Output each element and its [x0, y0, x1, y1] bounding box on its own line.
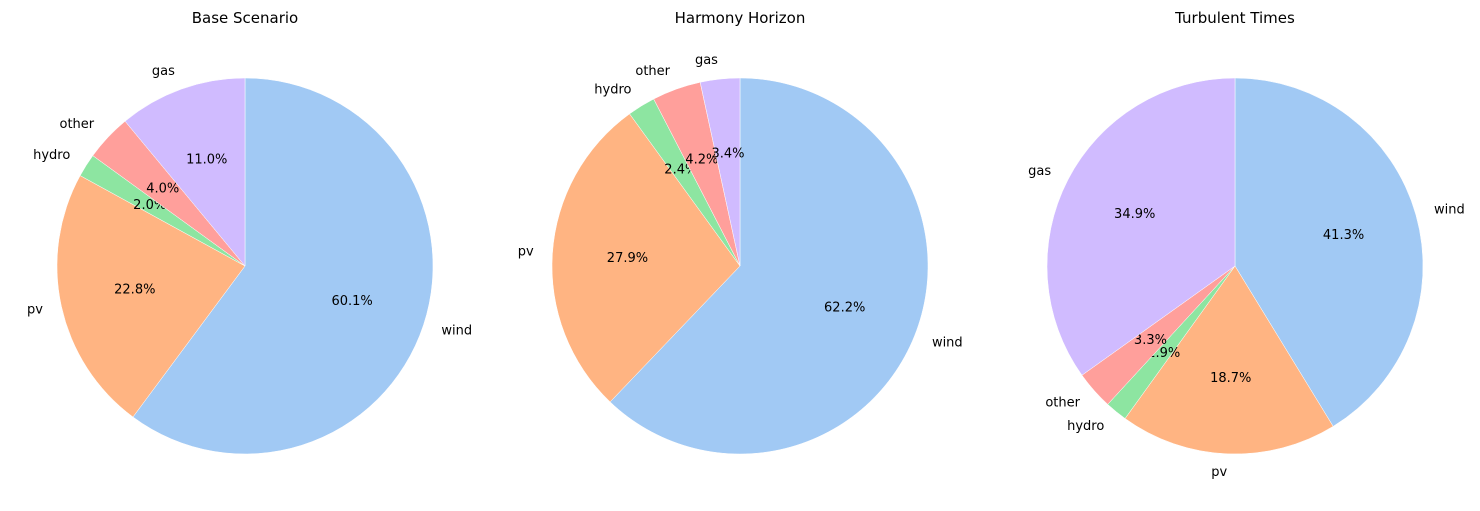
slice-percent-gas: 11.0%	[186, 152, 227, 167]
slice-label-wind: wind	[1434, 202, 1465, 217]
pie-slice-pv	[551, 113, 741, 403]
slice-label-wind: wind	[932, 335, 963, 350]
slice-percent-gas: 34.9%	[1114, 207, 1155, 222]
slice-label-other: other	[635, 64, 670, 79]
chart-title: Turbulent Times	[1174, 9, 1295, 27]
slice-percent-pv: 18.7%	[1210, 371, 1251, 386]
pie-slice-wind	[132, 77, 434, 455]
slice-label-hydro: hydro	[33, 148, 70, 163]
slice-label-pv: pv	[1211, 465, 1227, 480]
slice-label-pv: pv	[27, 303, 43, 318]
slice-percent-other: 4.2%	[685, 152, 718, 167]
chart-title: Harmony Horizon	[675, 9, 806, 27]
slice-label-pv: pv	[518, 245, 534, 260]
slice-percent-other: 3.3%	[1134, 333, 1167, 348]
slice-label-other: other	[59, 117, 94, 132]
pie-slice-gas	[1046, 77, 1236, 376]
slice-percent-pv: 27.9%	[607, 251, 648, 266]
slice-label-hydro: hydro	[594, 82, 631, 97]
chart-title: Base Scenario	[192, 9, 299, 27]
pie-chart-turbulent-times: Turbulent Times wind41.3%pv18.7%hydro1.9…	[1028, 9, 1465, 480]
pie-chart-base-scenario: Base Scenario wind60.1%pv22.8%hydro2.0%o…	[27, 9, 472, 455]
slice-label-wind: wind	[441, 323, 472, 338]
slice-label-other: other	[1045, 395, 1080, 410]
slice-percent-wind: 60.1%	[331, 294, 372, 309]
pie-slice-gas	[699, 77, 741, 267]
slice-percent-wind: 41.3%	[1323, 228, 1364, 243]
slice-percent-gas: 3.4%	[711, 146, 744, 161]
slice-percent-other: 4.0%	[146, 181, 179, 196]
slice-label-gas: gas	[1028, 164, 1051, 179]
slice-percent-pv: 22.8%	[114, 283, 155, 298]
pie-slice-wind	[1234, 77, 1424, 427]
pie-slice-gas	[124, 77, 246, 267]
slice-label-gas: gas	[695, 53, 718, 68]
pie-slice-wind	[609, 77, 929, 455]
slice-label-hydro: hydro	[1067, 419, 1104, 434]
slice-percent-wind: 62.2%	[824, 300, 865, 315]
pie-slice-pv	[56, 175, 246, 418]
pie-slice-pv	[1124, 265, 1334, 455]
slice-label-gas: gas	[152, 64, 175, 79]
